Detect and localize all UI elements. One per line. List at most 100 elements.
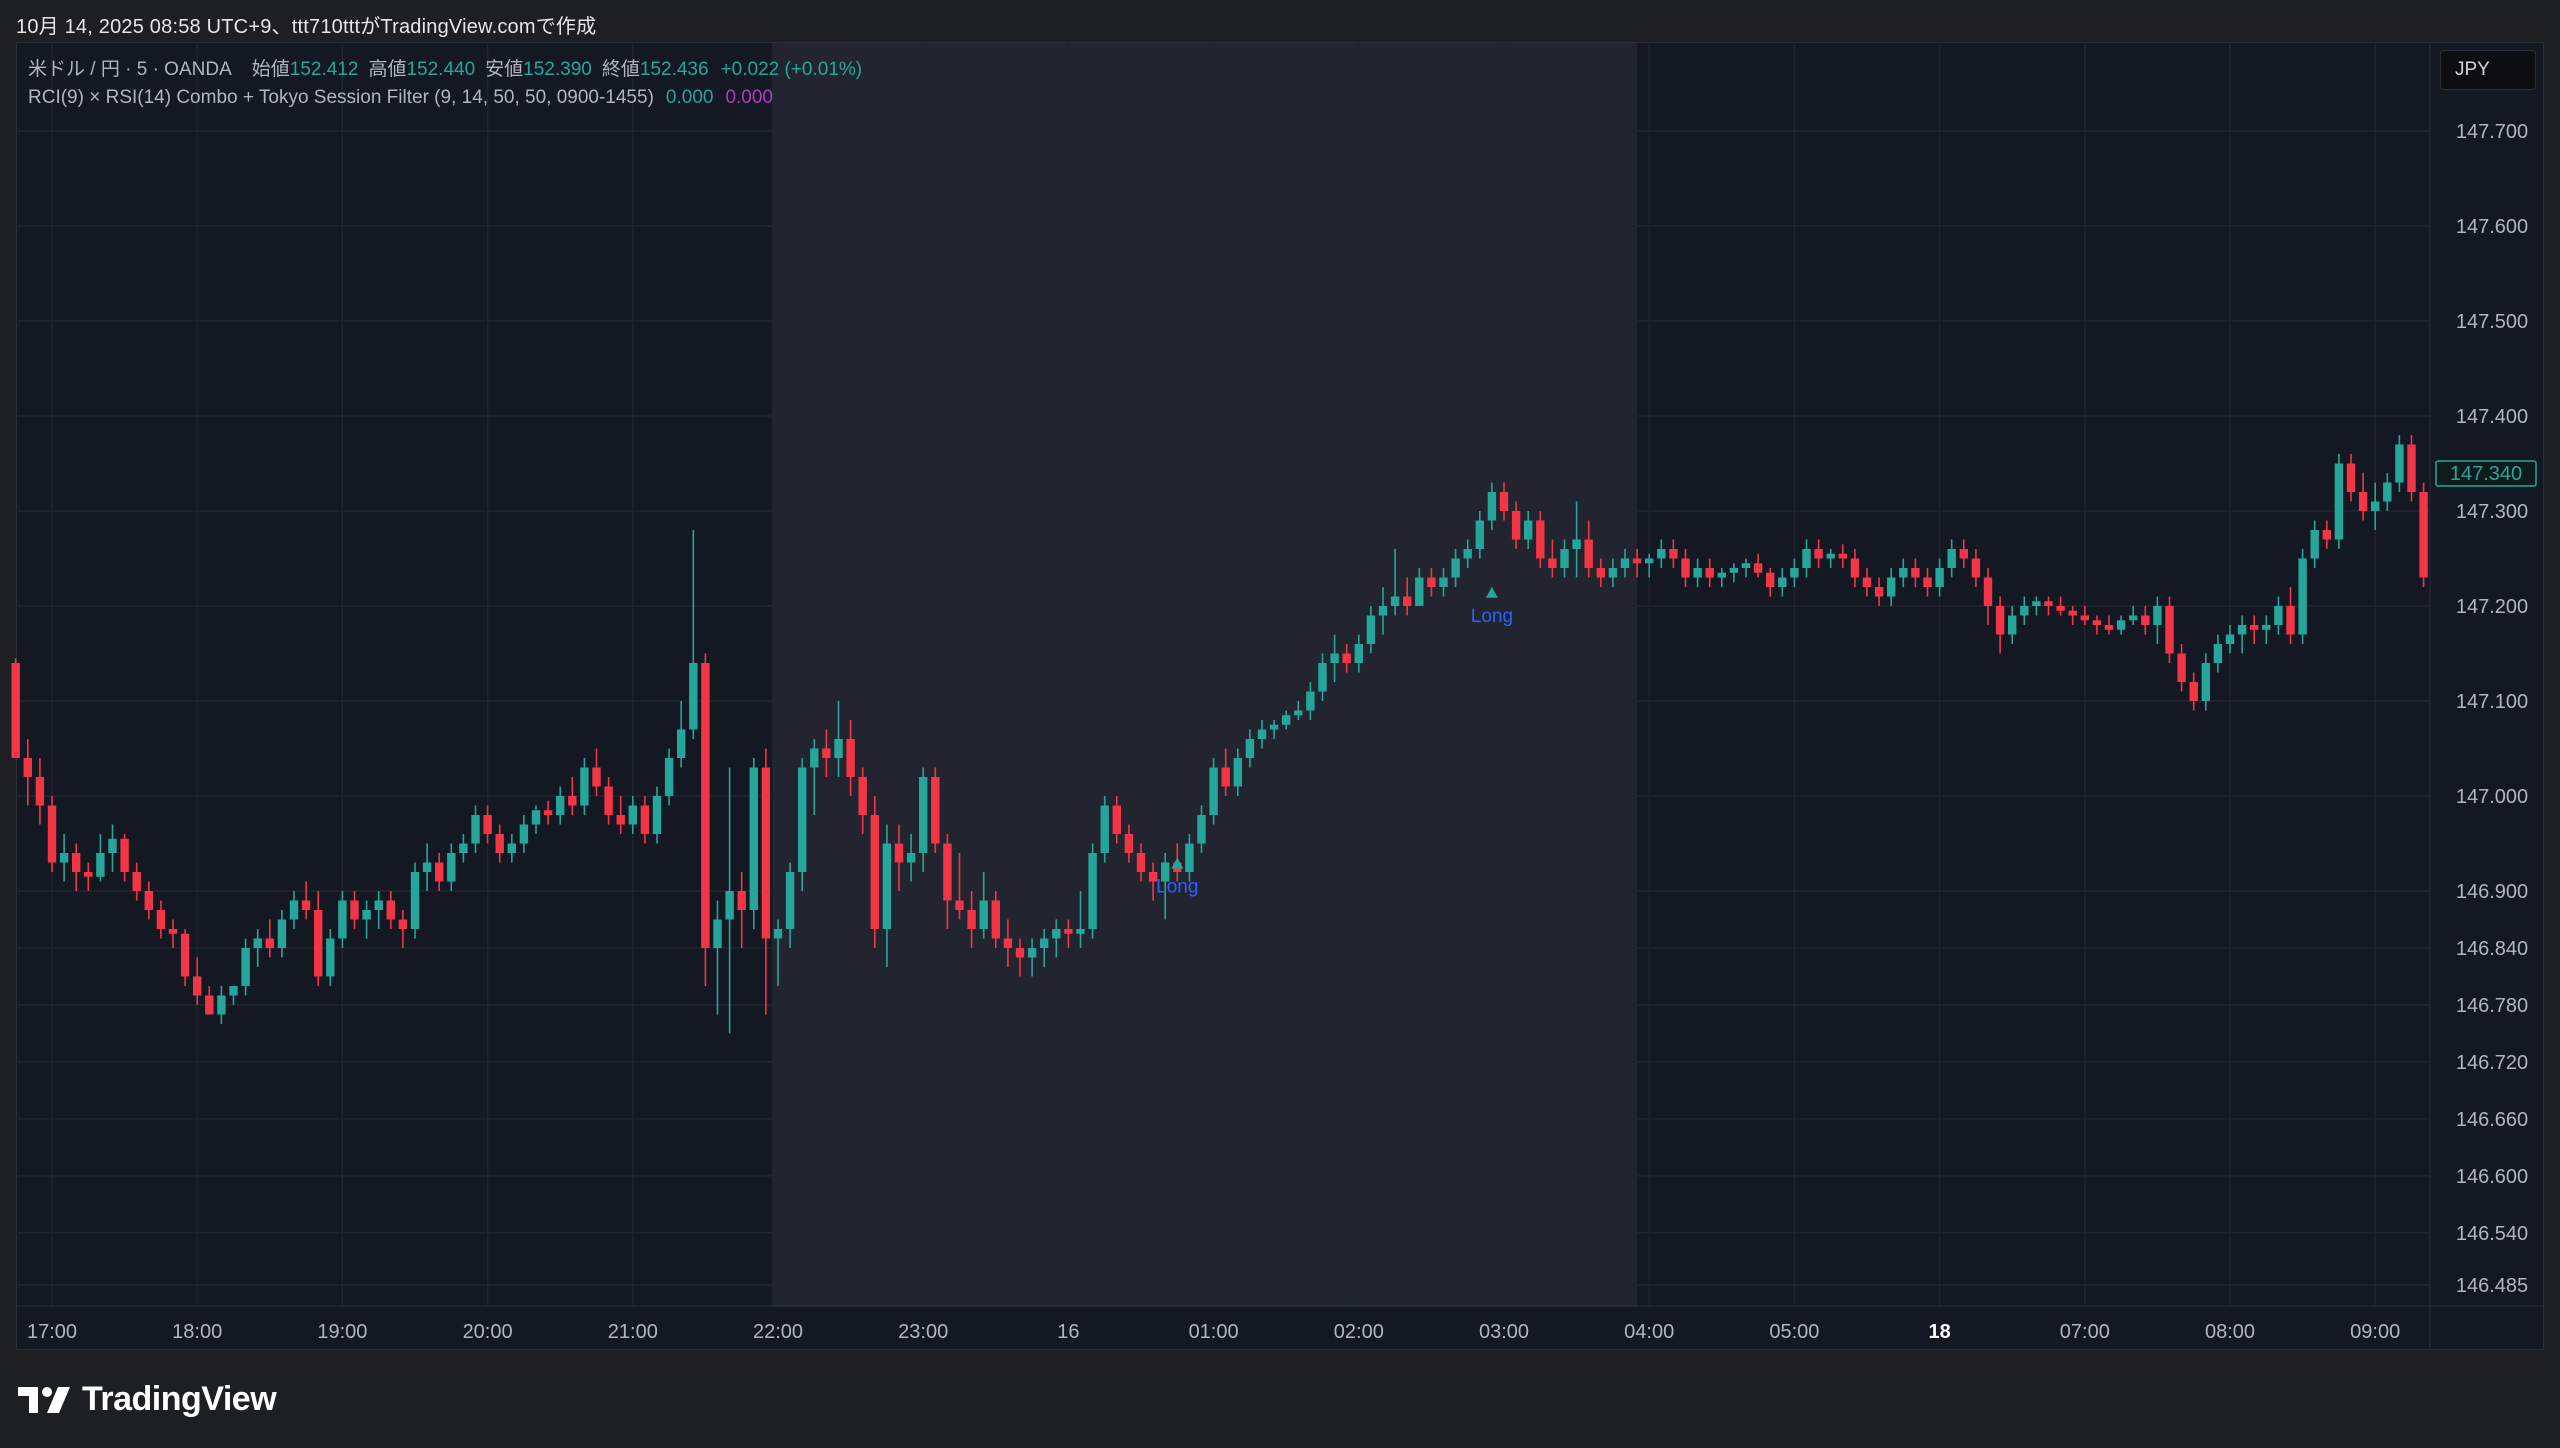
candle-body [592,767,601,787]
candle-body [1645,558,1654,564]
candle [1572,501,1581,578]
candle-body [1766,572,1775,587]
candle-body [495,834,504,853]
candle-body [556,796,565,815]
candle-body [11,663,20,758]
candle-body [2383,482,2392,502]
candle-body [1209,767,1218,815]
candle-body [205,995,214,1015]
candle [350,891,359,929]
candle-body [314,910,323,977]
candle-body [1161,862,1170,882]
candle [289,891,299,929]
candle-body [1657,549,1666,559]
candle-body [810,748,819,768]
candle-body [1257,729,1267,739]
ohlc-row: 米ドル / 円 · 5 · OANDA 始値 152.412 高値 152.440 … [28,56,862,84]
candle-body [1124,834,1134,853]
chart-legend: 米ドル / 円 · 5 · OANDA 始値 152.412 高値 152.440 … [28,56,862,112]
candle-body [955,900,964,910]
candle [1935,558,1944,597]
time-tick-label: 18:00 [172,1321,222,1343]
time-tick-label: 04:00 [1624,1321,1674,1343]
candle [1596,558,1605,587]
candle [1693,558,1702,587]
candle [1197,805,1206,853]
candle-body [1100,805,1109,853]
candle-body [2358,492,2368,511]
candle [2371,482,2380,530]
candle [1862,568,1872,597]
candle [1923,568,1932,597]
candle [253,929,262,967]
candle [1632,549,1642,578]
candle-body [483,815,492,834]
price-tick-label: 147.500 [2456,311,2528,333]
candle [2116,615,2126,635]
candle-body [338,900,347,939]
candle-body [2068,610,2077,616]
candle [1850,549,1860,587]
candle-body [2153,606,2162,625]
candle-body [967,910,976,929]
candle [422,843,432,891]
candle [1415,568,1424,606]
candle-body [2346,463,2356,492]
candle [2153,596,2162,644]
candle-body [1717,572,1726,578]
time-tick-label: 19:00 [317,1321,367,1343]
candle [1342,644,1351,673]
candle-body [1790,568,1799,578]
candle [1487,482,1497,530]
candle-body [628,805,637,825]
currency-button[interactable]: JPY [2440,50,2536,90]
indicator-title[interactable]: RCI(9) × RSI(14) Combo + Tokyo Session F… [28,87,654,108]
candle [1027,938,1037,977]
candle [180,929,190,986]
candle-body [1294,710,1303,716]
candle [2383,473,2392,511]
candle [1064,919,1073,948]
candle-body [822,748,831,758]
candle [1366,606,1376,654]
candle [338,891,347,948]
candle [664,748,674,806]
candle-body [1342,653,1351,663]
candle [1705,558,1714,587]
candle-body [2104,625,2114,630]
tradingview-logo[interactable]: TradingView [18,1380,277,1419]
candle-body [1959,549,1968,559]
open-label: 始値 [251,59,290,80]
candle [1257,720,1267,749]
price-tick-label: 147.000 [2456,786,2528,808]
candle-body [979,900,988,929]
candle [84,862,93,891]
symbol-title[interactable]: 米ドル / 円 · 5 · OANDA [28,59,232,80]
candle [1741,558,1751,578]
candle [834,701,843,777]
candle [1971,549,1981,587]
candle-body [1245,739,1255,758]
candle-body [1003,938,1013,948]
candle [1100,796,1109,863]
grid-layer [16,42,2544,1350]
candle [1983,568,1993,625]
candle-body [1136,853,1146,872]
time-tick-label: 18 [1928,1321,1950,1343]
candle [2419,482,2428,587]
price-tick-label: 147.600 [2456,216,2528,238]
price-tick-label: 146.840 [2456,938,2528,960]
candle-body [1753,563,1763,573]
candle-body [1693,568,1702,578]
price-tick-label: 147.200 [2456,596,2528,618]
candle-body [72,853,81,872]
candle-body [1197,815,1206,844]
candle [1294,701,1303,720]
candle-body [1995,606,2005,635]
candle-body [1366,615,1376,644]
candle [2262,615,2271,644]
candle [1403,577,1412,616]
candle-body [1064,929,1073,934]
candle-body [1632,558,1642,564]
